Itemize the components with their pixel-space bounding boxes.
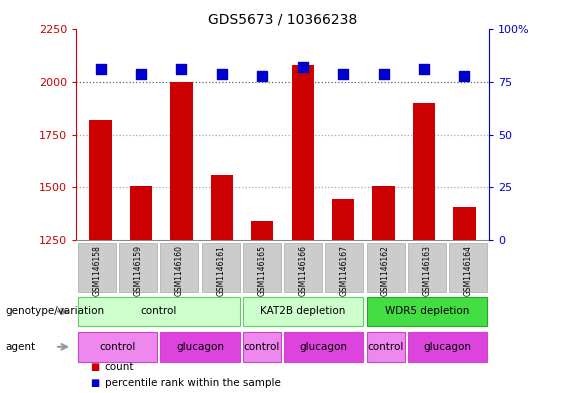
Point [379, 70, 388, 77]
Bar [325, 243, 363, 292]
Text: glucagon: glucagon [424, 342, 471, 352]
Bar [372, 186, 395, 240]
Point [258, 73, 267, 79]
Bar [292, 65, 314, 240]
Text: ■: ■ [90, 362, 99, 373]
Bar [119, 243, 157, 292]
Point [218, 70, 227, 77]
Point [419, 66, 428, 73]
Bar [160, 332, 240, 362]
Bar [453, 207, 476, 240]
Bar [367, 332, 405, 362]
Bar [449, 243, 487, 292]
Text: WDR5 depletion: WDR5 depletion [385, 307, 469, 316]
Text: count: count [105, 362, 134, 373]
Text: GSM1146164: GSM1146164 [464, 245, 472, 296]
Bar [408, 332, 487, 362]
Text: GSM1146162: GSM1146162 [381, 245, 390, 296]
Bar [367, 243, 405, 292]
Bar [211, 174, 233, 240]
Text: GSM1146160: GSM1146160 [175, 245, 184, 296]
Text: control: control [367, 342, 404, 352]
Bar [243, 297, 363, 326]
Text: GSM1146163: GSM1146163 [423, 245, 431, 296]
Text: glucagon: glucagon [300, 342, 347, 352]
Text: KAT2B depletion: KAT2B depletion [260, 307, 346, 316]
Bar [170, 82, 193, 240]
Bar [130, 186, 152, 240]
Text: GSM1146167: GSM1146167 [340, 245, 349, 296]
Text: GSM1146159: GSM1146159 [134, 245, 142, 296]
Bar [78, 332, 157, 362]
Bar [243, 332, 281, 362]
Text: agent: agent [6, 342, 36, 352]
Text: control: control [141, 307, 177, 316]
Title: GDS5673 / 10366238: GDS5673 / 10366238 [208, 13, 357, 27]
Bar [78, 297, 240, 326]
Text: control: control [99, 342, 136, 352]
Text: glucagon: glucagon [176, 342, 224, 352]
Point [137, 70, 146, 77]
Bar [78, 243, 116, 292]
Text: GSM1146158: GSM1146158 [93, 245, 101, 296]
Text: GSM1146165: GSM1146165 [258, 245, 266, 296]
Bar [160, 243, 198, 292]
Text: percentile rank within the sample: percentile rank within the sample [105, 378, 280, 388]
Text: GSM1146161: GSM1146161 [216, 245, 225, 296]
Bar [332, 199, 354, 240]
Text: genotype/variation: genotype/variation [6, 307, 105, 316]
Bar [413, 103, 435, 240]
Bar [251, 221, 273, 240]
Bar [367, 297, 487, 326]
Bar [89, 120, 112, 240]
Point [460, 73, 469, 79]
Bar [284, 243, 322, 292]
Point [298, 64, 307, 70]
Bar [202, 243, 240, 292]
Point [177, 66, 186, 73]
Text: control: control [244, 342, 280, 352]
Bar [408, 243, 446, 292]
Text: ■: ■ [90, 378, 99, 388]
Bar [284, 332, 363, 362]
Text: GSM1146166: GSM1146166 [299, 245, 307, 296]
Point [96, 66, 105, 73]
Point [338, 70, 347, 77]
Bar [243, 243, 281, 292]
